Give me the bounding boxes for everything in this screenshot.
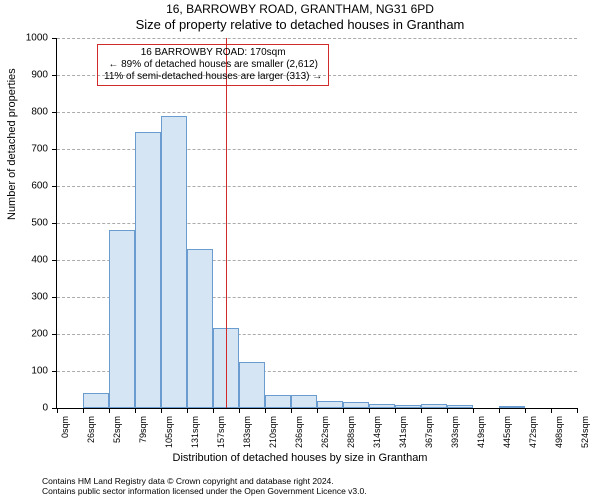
- page-title-line2: Size of property relative to detached ho…: [0, 17, 600, 33]
- gridline: [57, 112, 577, 113]
- ytick-label: 100: [0, 366, 48, 377]
- xtick-mark: [239, 408, 240, 413]
- ytick-label: 300: [0, 292, 48, 303]
- xtick-mark: [135, 408, 136, 413]
- xtick-mark: [57, 408, 58, 413]
- ytick-mark: [52, 223, 57, 224]
- ytick-label: 700: [0, 144, 48, 155]
- plot-area: 0sqm26sqm52sqm79sqm105sqm131sqm157sqm183…: [56, 38, 577, 409]
- histogram-bar: [109, 230, 136, 408]
- xtick-mark: [447, 408, 448, 413]
- callout-line2: ← 89% of detached houses are smaller (2,…: [104, 59, 322, 71]
- ytick-mark: [52, 112, 57, 113]
- histogram-bar: [369, 404, 396, 408]
- ytick-label: 800: [0, 107, 48, 118]
- ytick-label: 400: [0, 255, 48, 266]
- ytick-mark: [52, 149, 57, 150]
- xtick-mark: [343, 408, 344, 413]
- ytick-label: 600: [0, 181, 48, 192]
- xtick-mark: [109, 408, 110, 413]
- ytick-label: 500: [0, 218, 48, 229]
- xtick-mark: [265, 408, 266, 413]
- histogram-bar: [343, 402, 369, 408]
- histogram-bar: [187, 249, 213, 408]
- xtick-mark: [577, 408, 578, 413]
- histogram-bar: [499, 406, 526, 408]
- xtick-mark: [213, 408, 214, 413]
- xtick-mark: [291, 408, 292, 413]
- page-title-line1: 16, BARROWBY ROAD, GRANTHAM, NG31 6PD: [0, 2, 600, 16]
- callout-line1: 16 BARROWBY ROAD: 170sqm: [104, 47, 322, 59]
- xtick-mark: [187, 408, 188, 413]
- ytick-mark: [52, 75, 57, 76]
- ytick-mark: [52, 38, 57, 39]
- histogram-bar: [421, 404, 447, 408]
- footnote-line1: Contains HM Land Registry data © Crown c…: [42, 476, 590, 486]
- x-axis-title: Distribution of detached houses by size …: [0, 452, 600, 464]
- ytick-label: 1000: [0, 33, 48, 44]
- histogram-bar: [291, 395, 317, 408]
- histogram-bar: [83, 393, 109, 408]
- histogram-chart: 0sqm26sqm52sqm79sqm105sqm131sqm157sqm183…: [56, 38, 576, 408]
- histogram-bar: [395, 405, 421, 408]
- xtick-mark: [395, 408, 396, 413]
- ytick-label: 900: [0, 70, 48, 81]
- ytick-mark: [52, 371, 57, 372]
- ytick-mark: [52, 260, 57, 261]
- histogram-bar: [317, 401, 343, 408]
- callout-box: 16 BARROWBY ROAD: 170sqm← 89% of detache…: [97, 44, 329, 86]
- histogram-bar: [161, 116, 187, 408]
- footnote-line2: Contains public sector information licen…: [42, 486, 590, 496]
- ytick-label: 200: [0, 329, 48, 340]
- histogram-bar: [239, 362, 266, 408]
- xtick-mark: [369, 408, 370, 413]
- xtick-mark: [317, 408, 318, 413]
- xtick-mark: [473, 408, 474, 413]
- xtick-mark: [499, 408, 500, 413]
- histogram-bar: [265, 395, 291, 408]
- footnote: Contains HM Land Registry data © Crown c…: [42, 476, 590, 496]
- gridline: [57, 38, 577, 39]
- marker-line: [226, 38, 227, 408]
- xtick-mark: [551, 408, 552, 413]
- xtick-mark: [83, 408, 84, 413]
- ytick-mark: [52, 186, 57, 187]
- ytick-mark: [52, 297, 57, 298]
- ytick-label: 0: [0, 403, 48, 414]
- ytick-mark: [52, 334, 57, 335]
- xtick-mark: [525, 408, 526, 413]
- xtick-mark: [161, 408, 162, 413]
- callout-line3: 11% of semi-detached houses are larger (…: [104, 71, 322, 83]
- histogram-bar: [135, 132, 161, 408]
- histogram-bar: [447, 405, 473, 408]
- xtick-mark: [421, 408, 422, 413]
